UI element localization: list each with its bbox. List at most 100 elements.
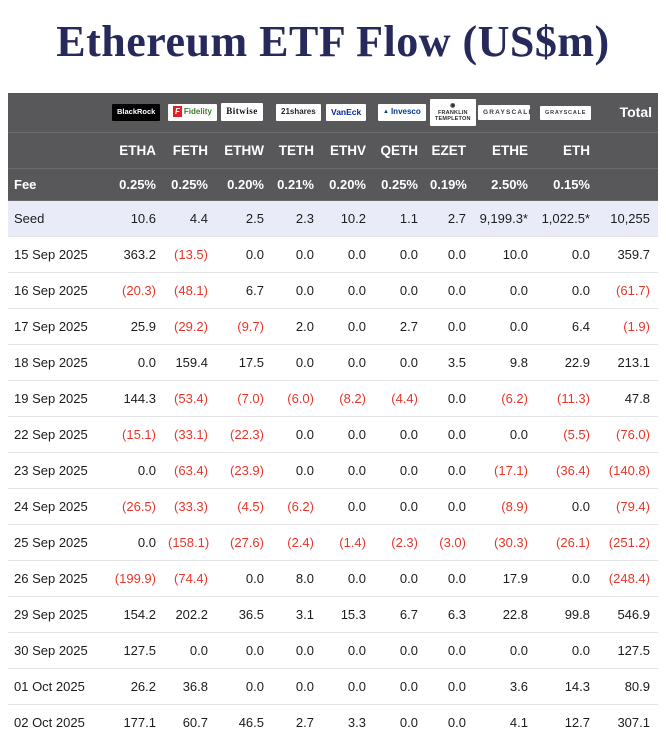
flow-cell-etha: 0.0: [106, 524, 162, 561]
flow-cell-feth: (48.1): [162, 272, 214, 309]
fee-qeth: 0.25%: [372, 168, 424, 201]
ticker-teth: TETH: [270, 132, 320, 169]
flow-cell-ethw: 36.5: [214, 596, 270, 633]
row-label: 02 Oct 2025: [8, 704, 106, 737]
flow-cell-ethw: (9.7): [214, 308, 270, 345]
table-row: Seed 10.6 4.4 2.5 2.3 10.2 1.1 2.7 9,199.3* 1,022…: [8, 200, 658, 237]
ticker-ethe: ETHE: [472, 132, 534, 169]
flow-cell-total: (140.8): [596, 452, 658, 489]
table-row: 22 Sep 2025 (15.1) (33.1) (22.3) 0.0 0.0 0.0 0.…: [8, 416, 658, 453]
flow-cell-ethw: 6.7: [214, 272, 270, 309]
row-label: 23 Sep 2025: [8, 452, 106, 489]
flow-cell-total: (248.4): [596, 560, 658, 597]
flow-cell-ethe: 9.8: [472, 344, 534, 381]
table-row: 30 Sep 2025 127.5 0.0 0.0 0.0 0.0 0.0 0.0 0.0 0.0…: [8, 632, 658, 669]
flow-cell-eth: 22.9: [534, 344, 596, 381]
flow-cell-eth: 99.8: [534, 596, 596, 633]
row-label: 18 Sep 2025: [8, 344, 106, 381]
flow-cell-etha: 177.1: [106, 704, 162, 737]
flow-cell-ezet: 0.0: [424, 632, 472, 669]
flow-cell-ezet: 0.0: [424, 704, 472, 737]
provider-logo-grayscale: Grayscale: [472, 93, 534, 133]
flow-cell-teth: (6.0): [270, 380, 320, 417]
grayscale-logo: Grayscale: [478, 105, 530, 121]
flow-cell-etha: 26.2: [106, 668, 162, 705]
flow-cell-total: 546.9: [596, 596, 658, 633]
flow-cell-ethe: 22.8: [472, 596, 534, 633]
ticker-eth: ETH: [534, 132, 596, 169]
row-label: 25 Sep 2025: [8, 524, 106, 561]
flow-cell-teth: 0.0: [270, 632, 320, 669]
flow-cell-ethv: 15.3: [320, 596, 372, 633]
row-label: 01 Oct 2025: [8, 668, 106, 705]
flow-cell-feth: (53.4): [162, 380, 214, 417]
flow-cell-etha: 154.2: [106, 596, 162, 633]
flow-cell-ezet: 0.0: [424, 668, 472, 705]
row-label: 17 Sep 2025: [8, 308, 106, 345]
corner-cell: [8, 93, 106, 133]
ticker-total-blank: [596, 132, 658, 169]
flow-cell-qeth: (4.4): [372, 380, 424, 417]
table-row: 29 Sep 2025 154.2 202.2 36.5 3.1 15.3 6.7 6.3 22…: [8, 596, 658, 633]
flow-cell-eth: 0.0: [534, 236, 596, 273]
flow-cell-feth: 60.7: [162, 704, 214, 737]
flow-cell-ezet: 0.0: [424, 272, 472, 309]
fee-ethv: 0.20%: [320, 168, 372, 201]
flow-cell-ethw: 0.0: [214, 560, 270, 597]
ticker-ezet: EZET: [424, 132, 472, 169]
flow-cell-ezet: 0.0: [424, 560, 472, 597]
flow-cell-ethw: 46.5: [214, 704, 270, 737]
row-label: 30 Sep 2025: [8, 632, 106, 669]
flow-cell-teth: 0.0: [270, 668, 320, 705]
provider-logo-shares21: 21shares: [270, 93, 321, 133]
grayscale_sm-logo: Grayscale: [540, 106, 592, 121]
table-row: 01 Oct 2025 26.2 36.8 0.0 0.0 0.0 0.0 0.0 3.6 14.…: [8, 668, 658, 705]
table-row: 19 Sep 2025 144.3 (53.4) (7.0) (6.0) (8.2) (4.…: [8, 380, 658, 417]
table-row: 23 Sep 2025 0.0 (63.4) (23.9) 0.0 0.0 0.0 0.0 (1…: [8, 452, 658, 489]
flow-cell-eth: (11.3): [534, 380, 596, 417]
flow-cell-eth: 0.0: [534, 272, 596, 309]
table-row: 26 Sep 2025 (199.9) (74.4) 0.0 8.0 0.0 0.0 0.0 1…: [8, 560, 658, 597]
flow-cell-total: 10,255: [596, 200, 658, 237]
flow-cell-ethw: (27.6): [214, 524, 270, 561]
flow-cell-eth: 0.0: [534, 560, 596, 597]
flow-cell-ethv: 0.0: [320, 344, 372, 381]
flow-cell-ethw: 2.5: [214, 200, 270, 237]
flow-cell-total: 127.5: [596, 632, 658, 669]
flow-cell-qeth: 0.0: [372, 488, 424, 525]
flow-cell-feth: (13.5): [162, 236, 214, 273]
table-row: 25 Sep 2025 0.0 (158.1) (27.6) (2.4) (1.4) (2.…: [8, 524, 658, 561]
flow-cell-etha: 0.0: [106, 452, 162, 489]
fee-feth: 0.25%: [162, 168, 214, 201]
invesco-logo: Invesco: [378, 104, 426, 121]
flow-cell-total: (1.9): [596, 308, 658, 345]
table-row: 18 Sep 2025 0.0 159.4 17.5 0.0 0.0 0.0 3.5 9.8 22…: [8, 344, 658, 381]
flow-cell-ethe: 17.9: [472, 560, 534, 597]
flow-cell-qeth: (2.3): [372, 524, 424, 561]
provider-logo-franklin: Franklin Templeton: [424, 93, 476, 133]
flow-cell-eth: 6.4: [534, 308, 596, 345]
flow-cell-ezet: 0.0: [424, 308, 472, 345]
table-row: 24 Sep 2025 (26.5) (33.3) (4.5) (6.2) 0.0 0.0 0…: [8, 488, 658, 525]
flow-cell-ethw: 0.0: [214, 632, 270, 669]
table-row: 02 Oct 2025 177.1 60.7 46.5 2.7 3.3 0.0 0.0 4.1 1…: [8, 704, 658, 737]
flow-cell-ethe: 0.0: [472, 308, 534, 345]
flow-cell-teth: 0.0: [270, 272, 320, 309]
flow-cell-ethv: 0.0: [320, 236, 372, 273]
flow-cell-ethv: 3.3: [320, 704, 372, 737]
flow-cell-total: (61.7): [596, 272, 658, 309]
flow-cell-teth: 0.0: [270, 416, 320, 453]
provider-logo-bitwise: Bitwise: [214, 93, 270, 133]
fee-teth: 0.21%: [270, 168, 320, 201]
flow-cell-qeth: 0.0: [372, 416, 424, 453]
fee-label: Fee: [8, 168, 106, 201]
flow-cell-feth: (29.2): [162, 308, 214, 345]
provider-logo-vaneck: VanEck: [320, 93, 372, 133]
flow-cell-etha: 363.2: [106, 236, 162, 273]
flow-cell-etha: 144.3: [106, 380, 162, 417]
flow-cell-ezet: 6.3: [424, 596, 472, 633]
flow-cell-eth: 0.0: [534, 632, 596, 669]
flow-cell-ezet: 3.5: [424, 344, 472, 381]
flow-cell-ethe: 0.0: [472, 416, 534, 453]
flow-cell-feth: (63.4): [162, 452, 214, 489]
